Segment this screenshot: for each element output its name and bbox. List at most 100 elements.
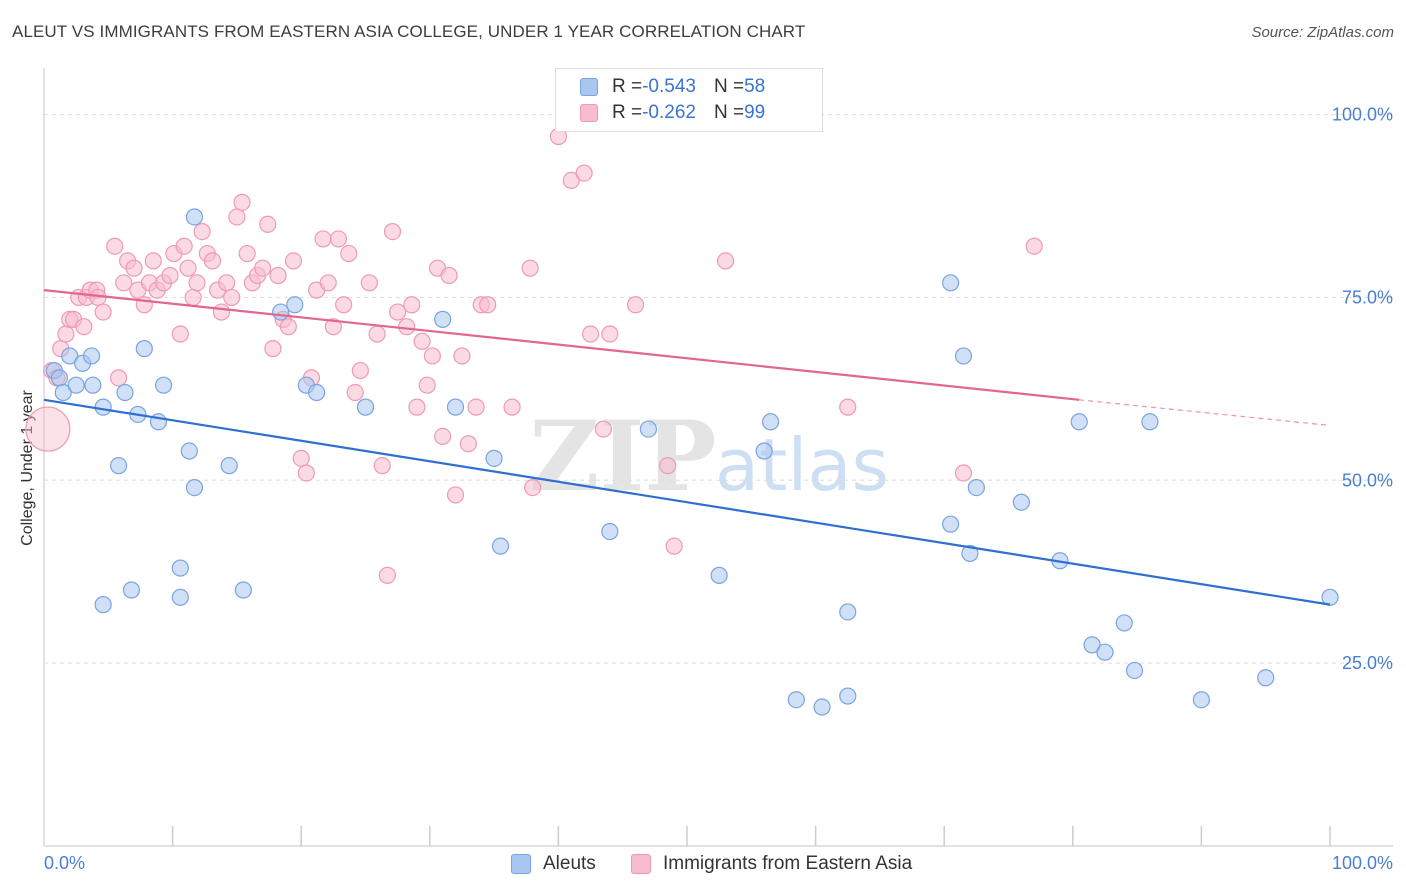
immigrants-point bbox=[594, 420, 613, 438]
immigrants-point bbox=[383, 223, 402, 241]
immigrants-point bbox=[94, 303, 112, 321]
aleuts-point bbox=[710, 566, 728, 584]
immigrants-point bbox=[440, 266, 458, 285]
watermark-zip: ZIP bbox=[529, 400, 716, 513]
aleuts-point bbox=[185, 208, 204, 226]
immigrants-point bbox=[398, 318, 416, 336]
aleuts-point bbox=[942, 515, 960, 533]
aleuts-point bbox=[94, 596, 112, 614]
immigrants-point bbox=[521, 259, 539, 277]
immigrants-point bbox=[378, 566, 396, 584]
aleuts-point bbox=[356, 398, 375, 416]
immigrants-point bbox=[562, 171, 580, 189]
aleuts-point bbox=[1083, 636, 1101, 654]
stats-legend: R = -0.543 N = 58 R = -0.262 N = 99 bbox=[555, 68, 823, 132]
aleuts-point bbox=[434, 310, 452, 328]
immigrants-point bbox=[626, 296, 645, 314]
immigrants-point bbox=[144, 252, 162, 270]
aleuts-point bbox=[220, 457, 238, 475]
n-value-immigrants: 99 bbox=[744, 102, 766, 123]
immigrants-point bbox=[75, 318, 93, 336]
r-label: R = bbox=[612, 76, 643, 97]
immigrants-point bbox=[184, 288, 202, 307]
aleuts-point bbox=[1115, 614, 1133, 632]
immigrants-point bbox=[254, 259, 272, 277]
aleuts-point bbox=[84, 376, 102, 394]
immigrants-point bbox=[264, 340, 282, 358]
aleuts-point bbox=[122, 581, 141, 599]
stats-row-immigrants: R = -0.262 N = 99 bbox=[580, 100, 765, 126]
immigrants-point bbox=[434, 427, 452, 445]
legend-label-immigrants: Immigrants from Eastern Asia bbox=[663, 853, 913, 874]
aleuts-point bbox=[601, 522, 619, 541]
immigrants-point bbox=[467, 398, 485, 416]
r-value-immigrants: -0.262 bbox=[642, 102, 696, 123]
stats-row-aleuts: R = -0.543 N = 58 bbox=[580, 74, 765, 100]
chart-title: ALEUT VS IMMIGRANTS FROM EASTERN ASIA CO… bbox=[12, 22, 806, 41]
aleuts-point bbox=[94, 398, 112, 416]
y-tick-labels: 25.0% 50.0% 75.0% 100.0% bbox=[1332, 105, 1393, 674]
immigrants-point bbox=[233, 193, 251, 211]
immigrants-point bbox=[106, 237, 124, 255]
aleuts-point bbox=[1257, 669, 1275, 687]
legend-item-aleuts: Aleuts bbox=[511, 852, 596, 876]
immigrants-point bbox=[413, 332, 431, 350]
immigrants-point bbox=[368, 325, 386, 343]
immigrants-point bbox=[351, 361, 369, 380]
trend-lines bbox=[43, 289, 1331, 606]
aleuts-point bbox=[185, 479, 204, 497]
aleuts-point bbox=[1070, 413, 1088, 431]
immigrants-point bbox=[259, 215, 277, 233]
immigrants-point bbox=[839, 398, 857, 416]
n-value-aleuts: 58 bbox=[744, 76, 766, 97]
aleuts-point bbox=[171, 588, 189, 606]
immigrants-trend-extension bbox=[1079, 399, 1331, 427]
legend-label-aleuts: Aleuts bbox=[543, 853, 596, 874]
aleuts-point bbox=[154, 376, 173, 394]
immigrants-point bbox=[292, 449, 310, 467]
aleuts-point bbox=[50, 369, 69, 387]
immigrants-point bbox=[109, 369, 128, 387]
immigrants-point bbox=[503, 398, 521, 416]
y-tick-label: 75.0% bbox=[1342, 287, 1393, 307]
aleuts-point bbox=[787, 691, 805, 709]
immigrants-point bbox=[453, 347, 471, 365]
immigrants-point bbox=[218, 274, 236, 292]
aleuts-point bbox=[639, 420, 658, 438]
aleuts-point bbox=[1141, 413, 1159, 431]
immigrants-point bbox=[360, 274, 378, 292]
legend-swatch-aleuts bbox=[511, 854, 531, 874]
legend-swatch-immigrants bbox=[631, 854, 651, 874]
aleuts-point bbox=[755, 442, 773, 460]
y-tick-label: 100.0% bbox=[1332, 105, 1393, 125]
aleuts-point bbox=[109, 457, 128, 475]
aleuts-point bbox=[1321, 588, 1339, 606]
immigrants-point bbox=[228, 208, 246, 226]
immigrants-point bbox=[346, 383, 364, 402]
aleuts-point bbox=[234, 581, 252, 599]
aleuts-point bbox=[491, 537, 510, 555]
immigrants-point bbox=[389, 303, 407, 321]
immigrants-point bbox=[418, 376, 436, 394]
immigrants-point bbox=[373, 457, 391, 475]
y-tick-label: 25.0% bbox=[1342, 653, 1393, 673]
x-ticks bbox=[171, 826, 1331, 846]
aleuts-point bbox=[961, 544, 979, 563]
immigrants-point bbox=[314, 230, 332, 248]
immigrants-trend-line bbox=[43, 289, 1080, 401]
immigrants-point bbox=[193, 223, 211, 241]
aleuts-point bbox=[272, 303, 290, 321]
aleuts-point bbox=[54, 383, 72, 402]
immigrants-swatch bbox=[580, 104, 598, 122]
immigrants-point bbox=[340, 244, 358, 263]
immigrants-point bbox=[223, 288, 241, 307]
immigrants-point bbox=[175, 237, 193, 255]
aleuts-point bbox=[1192, 691, 1211, 709]
immigrants-point bbox=[575, 164, 593, 182]
immigrants-point bbox=[659, 457, 677, 475]
immigrants-point bbox=[188, 274, 206, 292]
aleuts-point bbox=[839, 603, 857, 621]
aleuts-point bbox=[1012, 493, 1030, 511]
immigrants-point bbox=[954, 464, 973, 482]
